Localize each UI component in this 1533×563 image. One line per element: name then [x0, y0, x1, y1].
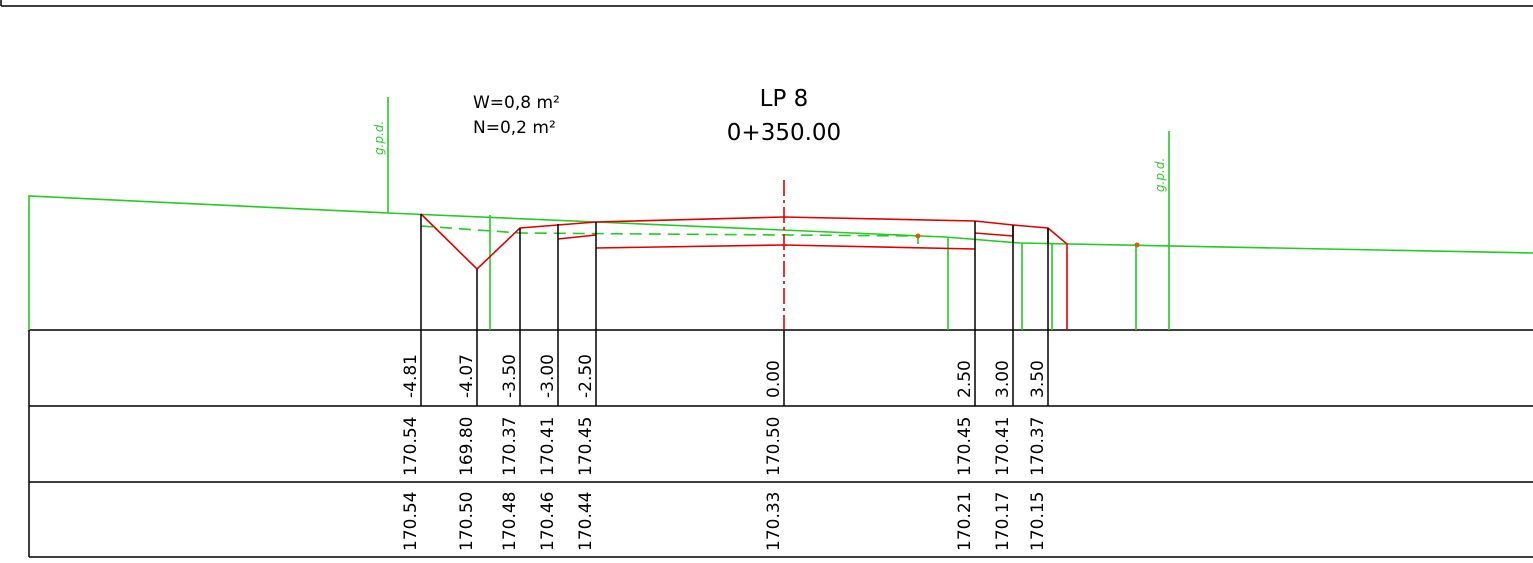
offset-label: 3.00: [993, 360, 1013, 398]
offset-label: 3.50: [1028, 360, 1048, 398]
area-n: N=0,2 m²: [473, 118, 556, 138]
gpd-left-label: g.p.d.: [372, 121, 386, 155]
offset-label: -3.50: [500, 354, 520, 398]
ground-elevation-label: 170.54: [401, 492, 421, 551]
top-frame: [0, 0, 1533, 7]
ground-elevation-label: 170.33: [764, 492, 784, 551]
ground-elevation-label: 170.50: [457, 492, 477, 551]
offset-label: -2.50: [576, 354, 596, 398]
ground-elevation-label: 170.15: [1028, 492, 1048, 551]
ground-elevation-label: 170.48: [500, 492, 520, 551]
ground-elevation-label: 170.17: [993, 492, 1013, 551]
terrain-point: [915, 233, 921, 239]
design-profile: [420, 180, 1068, 330]
design-elevation-label: 170.50: [764, 417, 784, 476]
ground-elevation-label: 170.21: [955, 492, 975, 551]
existing-terrain: [28, 97, 1533, 330]
design-elevation-label: 170.45: [576, 417, 596, 476]
design-elevation-label: 170.37: [500, 417, 520, 476]
ditch-left: [420, 213, 597, 271]
design-elevation-label: 170.45: [955, 417, 975, 476]
ground-elevation-label: 170.46: [538, 492, 558, 551]
section-name: LP 8: [760, 86, 809, 112]
offset-label: 2.50: [955, 360, 975, 398]
design-elevation-label: 170.37: [1028, 417, 1048, 476]
terrain-dashed-line: [420, 225, 919, 237]
ground-elevation-label: 170.44: [576, 492, 596, 551]
offset-label: -4.81: [401, 354, 421, 398]
offset-label: -4.07: [457, 354, 477, 398]
terrain-point: [1134, 242, 1140, 248]
table-labels: -4.81 170.54 170.54 -4.07 169.80 170.50 -3.50 1…: [401, 354, 1048, 551]
gpd-right-label: g.p.d.: [1153, 158, 1167, 192]
design-elevation-label: 169.80: [457, 417, 477, 476]
design-elevation-label: 170.41: [993, 417, 1013, 476]
data-table-frame: [28, 329, 1533, 558]
area-w: W=0,8 m²: [473, 93, 560, 113]
offset-label: 0.00: [764, 360, 784, 398]
offset-label: -3.00: [538, 354, 558, 398]
section-chainage: 0+350.00: [727, 120, 841, 146]
design-elevation-label: 170.54: [401, 417, 421, 476]
terrain-line: [28, 195, 1533, 330]
station-lines: [420, 214, 1049, 406]
road-base: [595, 244, 976, 250]
design-elevation-label: 170.41: [538, 417, 558, 476]
